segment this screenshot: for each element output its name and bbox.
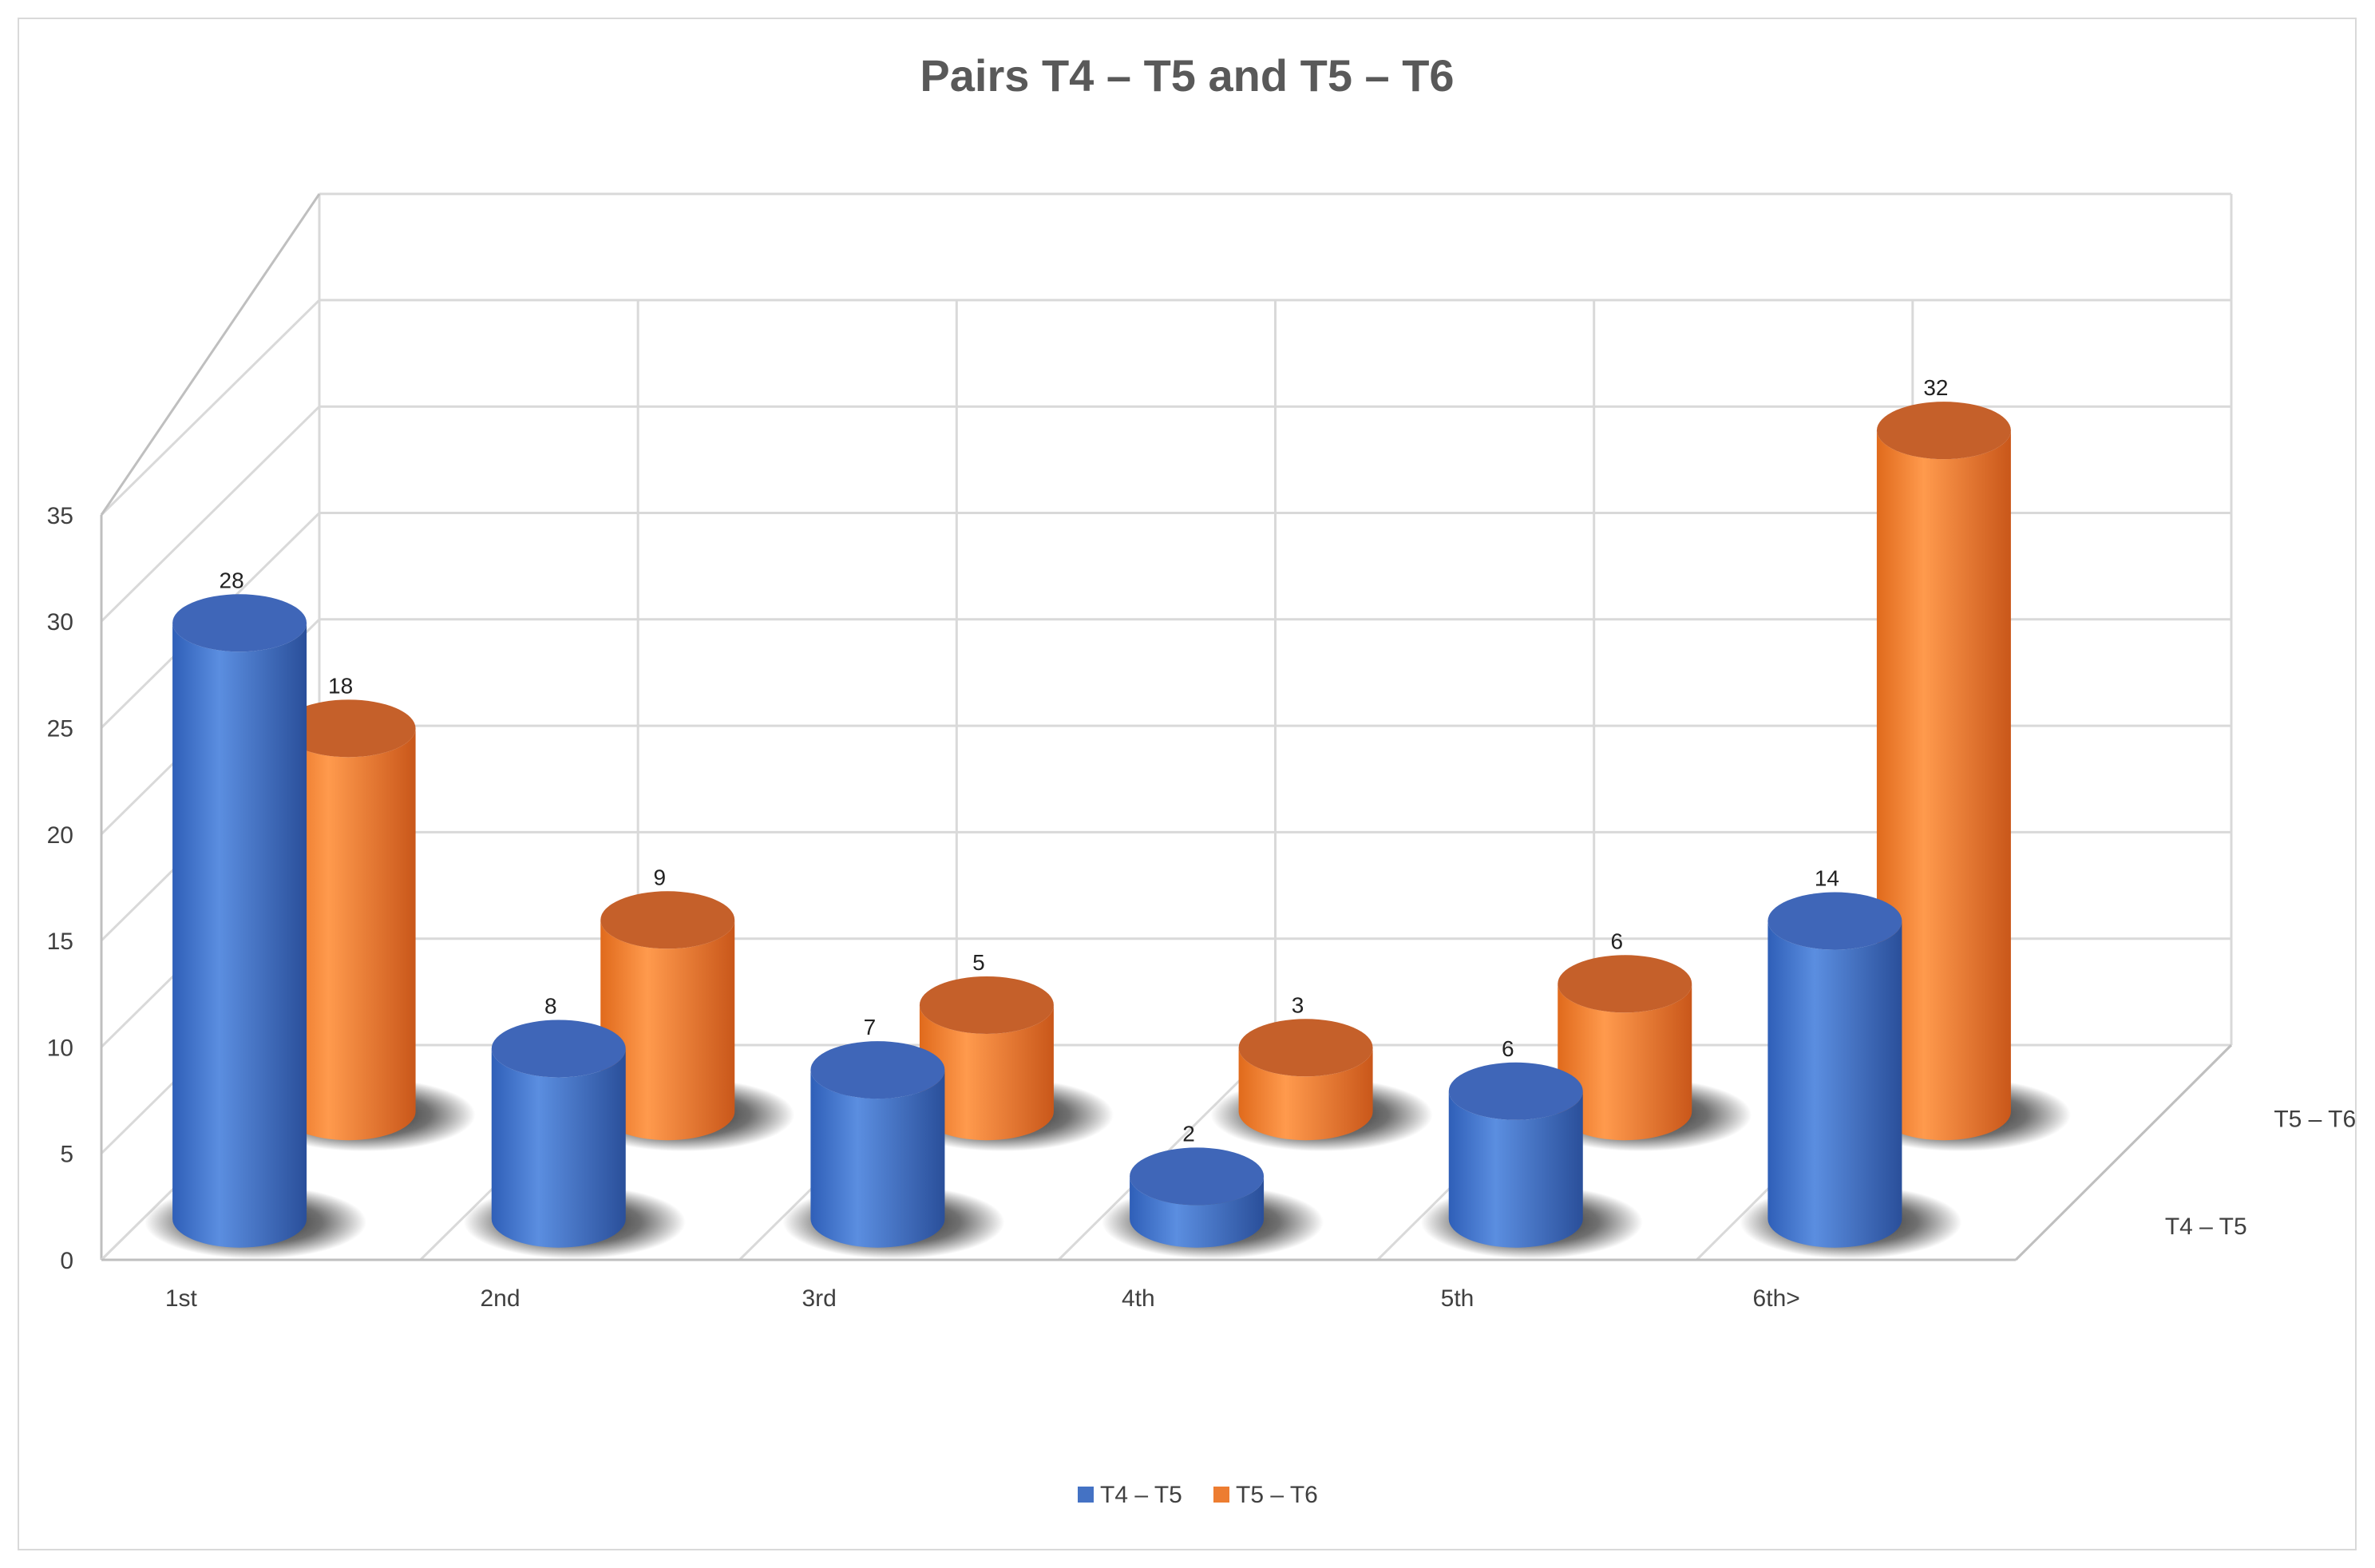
bar-top: [1876, 402, 2011, 460]
x-tick-label: 5th: [1441, 1285, 1474, 1312]
y-tick-label: 20: [47, 822, 73, 849]
y-tick-label: 30: [47, 609, 73, 636]
data-label: 14: [1815, 866, 1839, 891]
legend-swatch: [1213, 1487, 1229, 1503]
data-label: 28: [220, 568, 244, 592]
y-tick-label: 35: [47, 503, 73, 529]
bar-top: [281, 699, 416, 758]
bar: [491, 1048, 626, 1248]
gridline: [100, 406, 321, 623]
data-label: 32: [1923, 375, 1948, 400]
bar: [1130, 1176, 1265, 1248]
y-axis-ticks: 0 5 10 15 20 25 30 35: [47, 503, 73, 1274]
bar-top: [1767, 892, 1902, 950]
depth-axis-label: T4 – T5: [2165, 1214, 2247, 1240]
data-label: 6: [1502, 1036, 1514, 1061]
x-tick-label: 2nd: [480, 1285, 520, 1312]
x-axis-categories: 1st 2nd 3rd 4th 5th 6th>: [165, 1285, 1800, 1312]
legend-swatch: [1078, 1487, 1094, 1503]
x-tick-label: 3rd: [802, 1285, 836, 1312]
bar-top: [1238, 1019, 1373, 1077]
gridline: [100, 193, 321, 516]
bar: [1238, 1047, 1373, 1141]
data-label: 6: [1610, 929, 1623, 953]
bar: [1876, 430, 2011, 1141]
bar-top: [810, 1041, 945, 1099]
data-label: 9: [653, 865, 666, 889]
depth-axis-label: T5 – T6: [2274, 1106, 2356, 1132]
depth-axis-line: [2014, 1043, 2233, 1261]
bar: [1767, 921, 1902, 1248]
depth-axis-labels: T4 – T5 T5 – T6: [2165, 1106, 2356, 1240]
bar: [1448, 1091, 1583, 1248]
data-label: 3: [1292, 992, 1304, 1017]
bar-top: [1130, 1147, 1265, 1206]
data-label: 2: [1182, 1121, 1195, 1146]
bar-top: [1448, 1062, 1583, 1120]
bar: [600, 920, 735, 1141]
x-tick-label: 6th>: [1753, 1285, 1800, 1312]
y-tick-label: 10: [47, 1035, 73, 1061]
data-label: 7: [864, 1015, 877, 1039]
legend-label: T5 – T6: [1236, 1482, 1318, 1508]
data-label: 5: [972, 950, 985, 975]
bar-top: [919, 976, 1054, 1034]
legend: T4 – T5 T5 – T6: [1078, 1482, 1318, 1508]
bar: [281, 728, 416, 1141]
data-label: 18: [328, 673, 353, 698]
bar: [172, 623, 307, 1248]
chart-title: Pairs T4 – T5 and T5 – T6: [920, 50, 1454, 101]
bar-top: [172, 594, 307, 652]
x-tick-label: 1st: [165, 1285, 198, 1312]
x-tick-label: 4th: [1122, 1285, 1155, 1312]
y-tick-label: 15: [47, 929, 73, 955]
bar-top: [1558, 955, 1692, 1013]
y-tick-label: 0: [60, 1248, 73, 1274]
bar-top: [600, 891, 735, 949]
bar: [919, 1004, 1054, 1141]
bar-top: [491, 1020, 626, 1078]
bar: [1558, 984, 1692, 1141]
legend-label: T4 – T5: [1100, 1482, 1182, 1508]
y-tick-label: 5: [60, 1142, 73, 1168]
y-tick-label: 25: [47, 716, 73, 742]
bar: [810, 1070, 945, 1248]
gridline: [100, 299, 321, 516]
data-label: 8: [544, 993, 557, 1018]
